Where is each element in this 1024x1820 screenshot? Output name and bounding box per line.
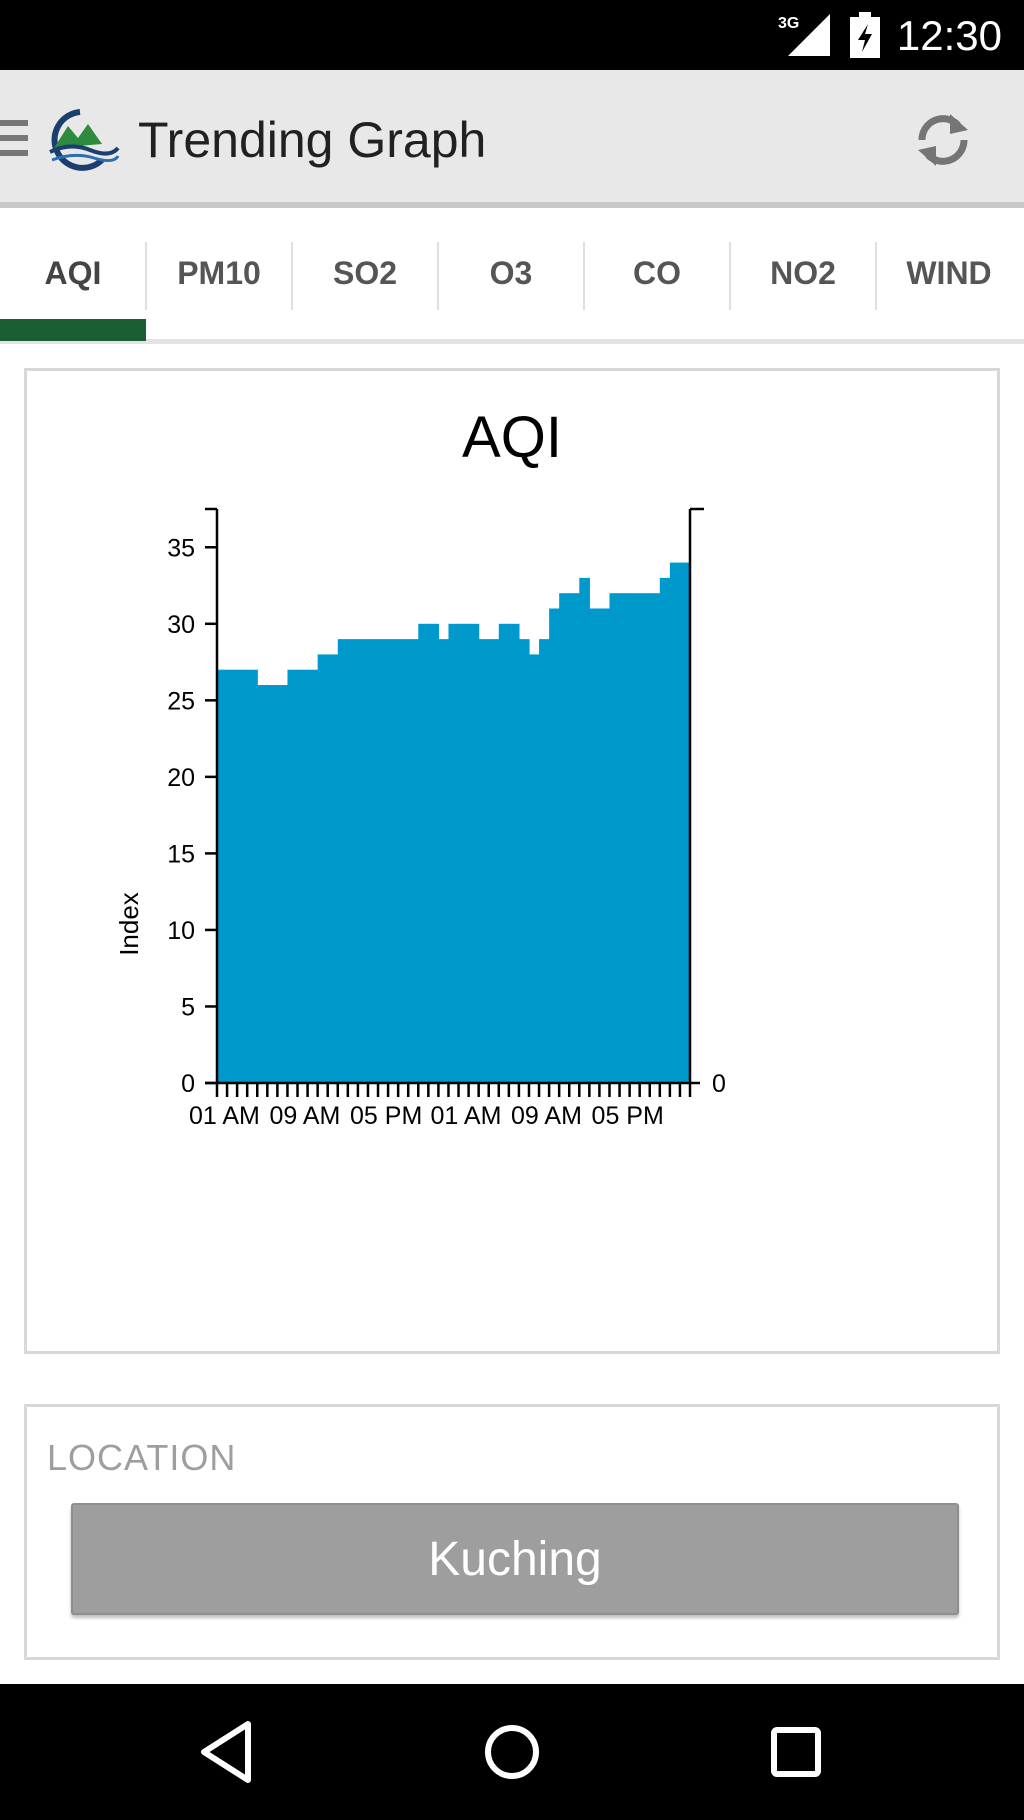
chart-bar [327,654,339,1083]
chart-bar [478,639,490,1083]
back-icon[interactable] [188,1712,268,1792]
x-tick-label: 01 AM [189,1102,260,1130]
chart-bar [539,639,550,1083]
system-nav-bar [0,1684,1024,1820]
y-tick-label: 35 [167,534,195,562]
chart-bar [649,593,661,1083]
chart-bar [488,639,500,1083]
chart-bar [398,639,409,1083]
tab-aqi[interactable]: AQI [44,255,102,291]
aqi-chart: AQI Index 0 5 10 15 20 25 30 35 0 01 AM 09 AM 05 PM… [114,405,726,1130]
chart-bar [679,562,691,1083]
chart-bar [498,623,510,1083]
x-tick-label: 05 PM [592,1102,664,1130]
chart-bar [448,623,460,1083]
chart-bar [388,639,399,1083]
chart-bar [579,577,590,1083]
location-select-button[interactable]: Kuching [71,1503,959,1615]
chart-bar [599,608,611,1083]
status-time: 12:30 [896,12,1002,59]
chart-bar [559,593,570,1083]
y-tick-label: 20 [167,764,195,792]
chart-bar [418,623,429,1083]
chart-bar [609,593,621,1083]
chart-bar [428,623,439,1083]
chart-bar [287,669,299,1083]
chart-title: AQI [462,405,562,470]
y-tick-label: 15 [167,840,195,868]
chart-bar [378,639,389,1083]
chart-bar [669,562,681,1083]
y-tick-label: 0 [181,1070,195,1098]
chart-bar [357,639,369,1083]
y-axis-label: Index [114,892,144,956]
tab-co[interactable]: CO [633,255,681,291]
chart-bar [317,654,329,1083]
chart-bar [569,593,580,1083]
chart-bar [247,669,258,1083]
chart-bar [347,639,359,1083]
refresh-icon[interactable] [910,110,976,170]
tab-pm10[interactable]: PM10 [177,255,261,291]
network-type-label: 3G [778,15,799,32]
right-axis-tick-label: 0 [712,1070,726,1098]
signal-icon: 3G [778,14,830,56]
chart-bar [589,608,601,1083]
chart-bar [508,623,520,1083]
chart-bar [237,669,248,1083]
chart-bar [639,593,651,1083]
selected-tab-indicator [0,319,146,341]
x-tick-label: 05 PM [350,1102,422,1130]
pollutant-tabs: AQI PM10 SO2 O3 CO NO2 WIND [0,208,1024,344]
app-bar: Trending Graph [0,70,1024,208]
tab-wind[interactable]: WIND [906,255,992,291]
y-tick-label: 5 [181,993,195,1021]
chart-bar [549,608,560,1083]
chart-bar [629,593,641,1083]
y-tick-label: 30 [167,611,195,639]
location-card: LOCATION Kuching [24,1404,1000,1660]
tab-o3[interactable]: O3 [489,255,533,291]
menu-icon[interactable] [0,120,28,160]
page-title: Trending Graph [138,112,487,168]
status-bar: 3G 12:30 [0,0,1024,70]
chart-bar [659,577,671,1083]
tab-so2[interactable]: SO2 [332,255,398,291]
tab-no2[interactable]: NO2 [770,255,836,291]
recents-icon[interactable] [756,1712,836,1792]
chart-bar [458,623,470,1083]
x-tick-label: 09 AM [270,1102,341,1130]
home-icon[interactable] [472,1712,552,1792]
chart-bar [227,669,238,1083]
y-tick-label: 10 [167,917,195,945]
chart-bar [408,639,419,1083]
chart-card: AQI Index 0 5 10 15 20 25 30 35 0 01 AM 09 AM 05 PM… [24,368,1000,1354]
chart-bar [619,593,631,1083]
chart-bar [337,639,349,1083]
chart-bar [468,623,480,1083]
chart-bar [528,654,540,1083]
chart-bar [217,669,228,1083]
chart-bar [257,685,268,1083]
chart-bar [307,669,319,1083]
location-label: LOCATION [47,1437,237,1478]
chart-bar [277,685,289,1083]
x-tick-label: 01 AM [431,1102,502,1130]
logo-icon [49,109,120,171]
chart-bar [297,669,309,1083]
chart-bar [367,639,379,1083]
battery-charging-icon [850,12,880,58]
chart-bar [267,685,278,1083]
x-tick-label: 09 AM [511,1102,582,1130]
chart-bar [438,639,450,1083]
chart-bar [518,639,530,1083]
y-tick-label: 25 [167,687,195,715]
